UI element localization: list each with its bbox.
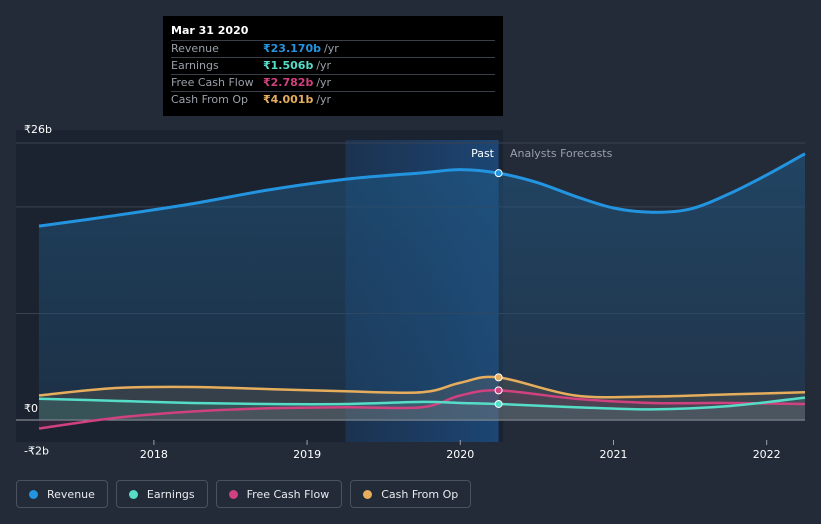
tooltip-label: Cash From Op [171, 93, 249, 106]
forecast-label: Analysts Forecasts [510, 147, 613, 160]
tooltip-label: Free Cash Flow [171, 76, 254, 89]
y-tick-label: ₹26b [24, 123, 52, 136]
earnings-dot-icon [128, 489, 138, 499]
legend-item-revenue[interactable]: Revenue [16, 480, 108, 508]
x-tick-label: 2020 [446, 448, 474, 461]
tooltip-unit: /yr [323, 42, 339, 55]
y-tick-label: -₹2b [24, 444, 49, 457]
tooltip-value: ₹2.782b [263, 76, 314, 89]
tooltip-row-cfo: Cash From Op ₹4.001b /yr [171, 92, 495, 108]
earnings-marker [494, 399, 503, 408]
revenue-line [38, 152, 806, 228]
tooltip-row-fcf: Free Cash Flow ₹2.782b /yr [171, 75, 495, 92]
y-tick-label: ₹0 [24, 402, 38, 415]
legend-label: Cash From Op [381, 487, 459, 501]
tooltip-title: Mar 31 2020 [171, 24, 495, 41]
fcf-area [38, 390, 805, 429]
x-tick-label: 2022 [753, 448, 781, 461]
tooltip-label: Revenue [171, 42, 219, 55]
legend-label: Free Cash Flow [246, 487, 330, 501]
earnings-line [38, 396, 806, 411]
fcf-marker [494, 386, 503, 395]
tooltip-unit: /yr [316, 76, 332, 89]
tooltip-row-earnings: Earnings ₹1.506b /yr [171, 58, 495, 75]
x-tick-label: 2021 [599, 448, 627, 461]
past-label: Past [471, 147, 495, 160]
legend-label: Earnings [146, 487, 195, 501]
legend-item-earnings[interactable]: Earnings [115, 480, 208, 508]
cfo-marker [494, 373, 503, 382]
tooltip-label: Earnings [171, 59, 219, 72]
tooltip: Mar 31 2020 Revenue ₹23.170b /yr Earning… [163, 16, 503, 116]
tooltip-value: ₹4.001b [263, 93, 314, 106]
revenue-dot-icon [29, 489, 38, 499]
legend-item-cfo[interactable]: Cash From Op [350, 480, 472, 508]
legend: Revenue Earnings Free Cash Flow Cash Fro… [16, 480, 472, 508]
revenue-marker [494, 169, 503, 178]
legend-item-fcf[interactable]: Free Cash Flow [215, 480, 343, 508]
revenue-area [38, 153, 805, 420]
legend-label: Revenue [47, 487, 95, 501]
earnings-area [38, 397, 805, 420]
tooltip-unit: /yr [316, 93, 332, 106]
cfo-dot-icon [363, 489, 373, 499]
tooltip-unit: /yr [316, 59, 332, 72]
tooltip-value: ₹23.170b [263, 42, 321, 55]
x-tick-label: 2018 [140, 448, 168, 461]
tooltip-row-revenue: Revenue ₹23.170b /yr [171, 41, 495, 58]
x-tick-label: 2019 [293, 448, 321, 461]
tooltip-value: ₹1.506b [263, 59, 314, 72]
fcf-dot-icon [228, 489, 238, 499]
cfo-line [38, 375, 806, 399]
